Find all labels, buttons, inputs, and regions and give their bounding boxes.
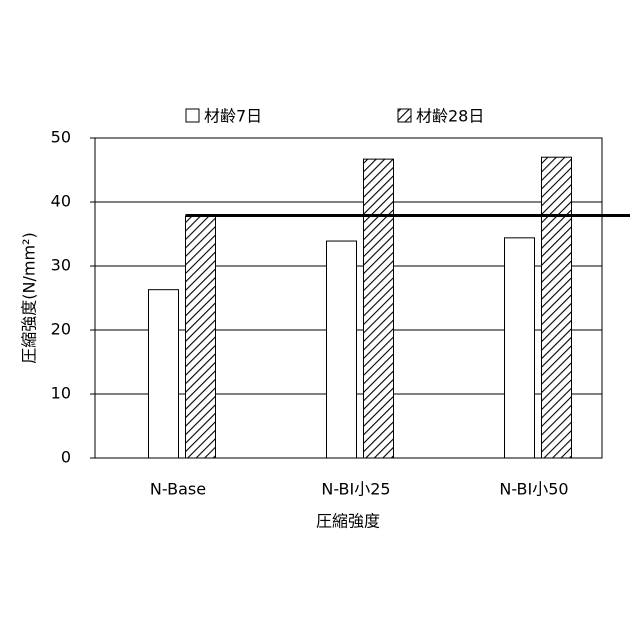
legend-swatch <box>186 109 199 122</box>
bar <box>364 159 394 458</box>
y-tick-label: 40 <box>51 192 71 211</box>
bar <box>542 157 572 458</box>
x-tick-label: N-BI小25 <box>321 480 390 499</box>
chart: 圧縮強度(N/mm²) 圧縮強度 0 10 20 30 40 50 N-Base N-BI小2… <box>0 0 640 640</box>
legend-label: 材齢28日 <box>416 107 484 126</box>
y-tick-label: 20 <box>51 320 71 339</box>
legend-swatch <box>398 109 411 122</box>
y-tick-label: 0 <box>61 448 71 467</box>
x-tick-label: N-Base <box>150 480 206 499</box>
x-tick-label: N-BI小50 <box>499 480 568 499</box>
y-axis-title: 圧縮強度(N/mm²) <box>20 232 39 363</box>
bar <box>505 238 535 458</box>
bar <box>186 216 216 458</box>
bar <box>327 241 357 458</box>
legend-label: 材齢7日 <box>204 107 262 126</box>
y-tick-label: 30 <box>51 256 71 275</box>
bar <box>149 290 179 458</box>
x-axis-title: 圧縮強度 <box>316 512 380 531</box>
y-tick-label: 10 <box>51 384 71 403</box>
y-tick-label: 50 <box>51 128 71 147</box>
